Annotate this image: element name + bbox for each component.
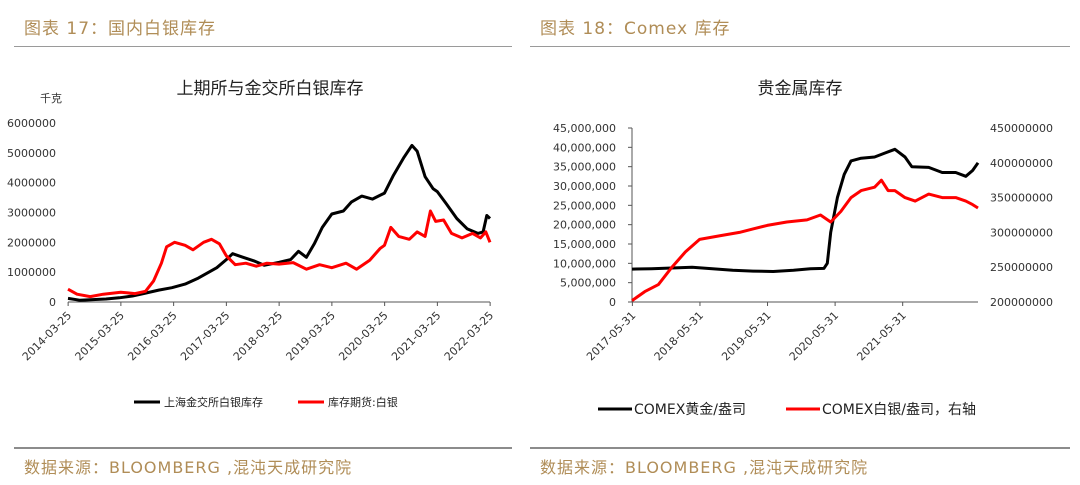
right-y-tick-label: 40,000,000 — [553, 141, 616, 154]
right-top-rule — [530, 46, 1070, 47]
right-series-line-1 — [631, 147, 980, 273]
right-x-tick-label: 2020-05-31 — [787, 309, 841, 363]
right-source-note: 数据来源：BLOOMBERG ,混沌天成研究院 — [540, 458, 869, 477]
right-x-tick-label: 2017-05-31 — [584, 309, 638, 363]
left-series-line-2 — [67, 209, 492, 299]
left-y-tick-label: 2000000 — [7, 236, 56, 249]
left-y-tick-label: 0 — [49, 296, 56, 309]
right-y2-tick-label: 350000000 — [990, 192, 1053, 205]
right-chart-title: 贵金属库存 — [758, 79, 843, 99]
right-y-tick-label: 25,000,000 — [553, 199, 616, 212]
right-y-tick-label: 20,000,000 — [553, 219, 616, 232]
right-left-y-tick-labels: 0 5,000,000 10,000,000 15,000,000 20,000,000… — [553, 122, 616, 309]
left-axes — [67, 301, 491, 306]
right-right-y-tick-labels: 200000000 250000000 300000000 350000000 4000… — [990, 122, 1053, 309]
left-bottom-rule — [14, 447, 512, 449]
right-y-tick-label: 5,000,000 — [560, 277, 616, 290]
left-y-tick-label: 6000000 — [7, 117, 56, 130]
right-y-tick-label: 45,000,000 — [553, 122, 616, 135]
left-top-rule — [14, 46, 512, 47]
right-series-lines — [631, 147, 980, 302]
right-y2-tick-label: 250000000 — [990, 261, 1053, 274]
left-y-unit-label: 千克 — [40, 92, 62, 105]
right-legend-label: COMEX黄金/盎司 — [634, 401, 746, 418]
left-source-note: 数据来源：BLOOMBERG ,混沌天成研究院 — [24, 458, 353, 477]
left-legend: 上海金交所白银库存 库存期货:白银 — [134, 395, 398, 409]
right-bottom-rule — [530, 447, 1070, 449]
left-y-tick-label: 1000000 — [7, 266, 56, 279]
right-y2-tick-label: 300000000 — [990, 226, 1053, 239]
right-y-tick-label: 15,000,000 — [553, 238, 616, 251]
right-x-tick-label: 2018-05-31 — [652, 309, 706, 363]
left-legend-label: 上海金交所白银库存 — [164, 395, 263, 409]
left-y-tick-labels: 0 1000000 2000000 3000000 4000000 5000000 6000… — [7, 117, 56, 309]
right-x-tick-label: 2021-05-31 — [854, 309, 908, 363]
right-y-tick-label: 30,000,000 — [553, 180, 616, 193]
right-legend-label: COMEX白银/盎司，右轴 — [822, 402, 976, 418]
right-x-tick-labels: 2017-05-31 2018-05-31 2019-05-31 2020-05-31… — [584, 309, 909, 363]
right-axes — [628, 127, 978, 306]
left-y-tick-label: 4000000 — [7, 177, 56, 190]
right-legend: COMEX黄金/盎司 COMEX白银/盎司，右轴 — [598, 401, 976, 418]
figure-17-label: 图表 17：国内白银库存 — [24, 19, 217, 39]
left-chart-title: 上期所与金交所白银库存 — [177, 79, 364, 99]
right-y2-tick-label: 400000000 — [990, 157, 1053, 170]
right-x-tick-label: 2019-05-31 — [719, 309, 773, 363]
left-y-tick-label: 3000000 — [7, 207, 56, 220]
right-y-tick-label: 10,000,000 — [553, 257, 616, 270]
left-series-lines — [67, 143, 492, 302]
right-y2-tick-label: 200000000 — [990, 296, 1053, 309]
right-y2-tick-label: 450000000 — [990, 122, 1053, 135]
left-series-line-1 — [67, 143, 492, 302]
right-y-tick-label: 0 — [609, 296, 616, 309]
left-y-tick-label: 5000000 — [7, 147, 56, 160]
left-legend-label: 库存期货:白银 — [328, 395, 398, 409]
figure-18-label: 图表 18：Comex 库存 — [540, 19, 731, 39]
right-y-tick-label: 35,000,000 — [553, 161, 616, 174]
right-series-line-2 — [631, 178, 979, 302]
